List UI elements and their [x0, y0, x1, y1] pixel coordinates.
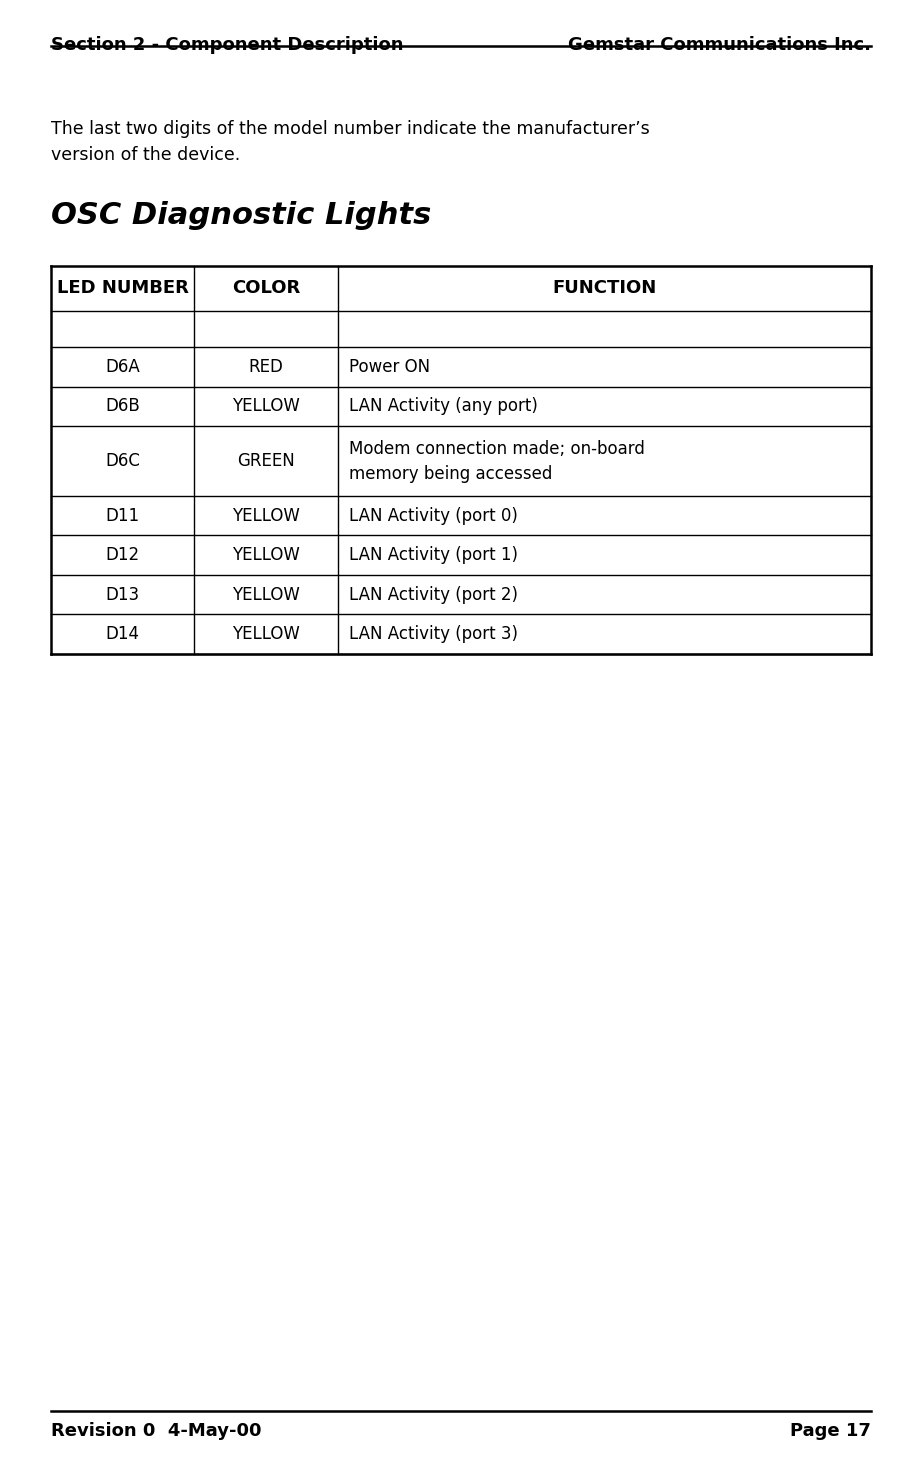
Text: Power ON: Power ON — [349, 357, 430, 376]
Text: YELLOW: YELLOW — [232, 397, 300, 416]
Text: YELLOW: YELLOW — [232, 585, 300, 604]
Text: Page 17: Page 17 — [790, 1423, 871, 1440]
Text: YELLOW: YELLOW — [232, 546, 300, 565]
Text: D14: D14 — [105, 624, 139, 643]
Text: D6C: D6C — [105, 452, 140, 470]
Text: D6B: D6B — [105, 397, 140, 416]
Text: Revision 0  4-May-00: Revision 0 4-May-00 — [51, 1423, 261, 1440]
Text: OSC Diagnostic Lights: OSC Diagnostic Lights — [51, 201, 431, 231]
Text: LAN Activity (any port): LAN Activity (any port) — [349, 397, 538, 416]
Text: Section 2 - Component Description: Section 2 - Component Description — [51, 35, 403, 54]
Text: LAN Activity (port 1): LAN Activity (port 1) — [349, 546, 518, 565]
Text: LAN Activity (port 2): LAN Activity (port 2) — [349, 585, 518, 604]
Text: LAN Activity (port 0): LAN Activity (port 0) — [349, 506, 518, 525]
Text: Gemstar Communications Inc.: Gemstar Communications Inc. — [568, 35, 871, 54]
Text: YELLOW: YELLOW — [232, 506, 300, 525]
Text: LAN Activity (port 3): LAN Activity (port 3) — [349, 624, 518, 643]
Text: LED NUMBER: LED NUMBER — [56, 279, 188, 298]
Text: GREEN: GREEN — [237, 452, 295, 470]
Text: D6A: D6A — [105, 357, 140, 376]
Text: D13: D13 — [105, 585, 139, 604]
Text: Modem connection made; on-board
memory being accessed: Modem connection made; on-board memory b… — [349, 439, 644, 483]
Text: D11: D11 — [105, 506, 139, 525]
Text: RED: RED — [249, 357, 284, 376]
Text: The last two digits of the model number indicate the manufacturer’s
version of t: The last two digits of the model number … — [51, 120, 649, 163]
Text: YELLOW: YELLOW — [232, 624, 300, 643]
Text: D12: D12 — [105, 546, 139, 565]
Text: FUNCTION: FUNCTION — [552, 279, 656, 298]
Text: COLOR: COLOR — [232, 279, 301, 298]
